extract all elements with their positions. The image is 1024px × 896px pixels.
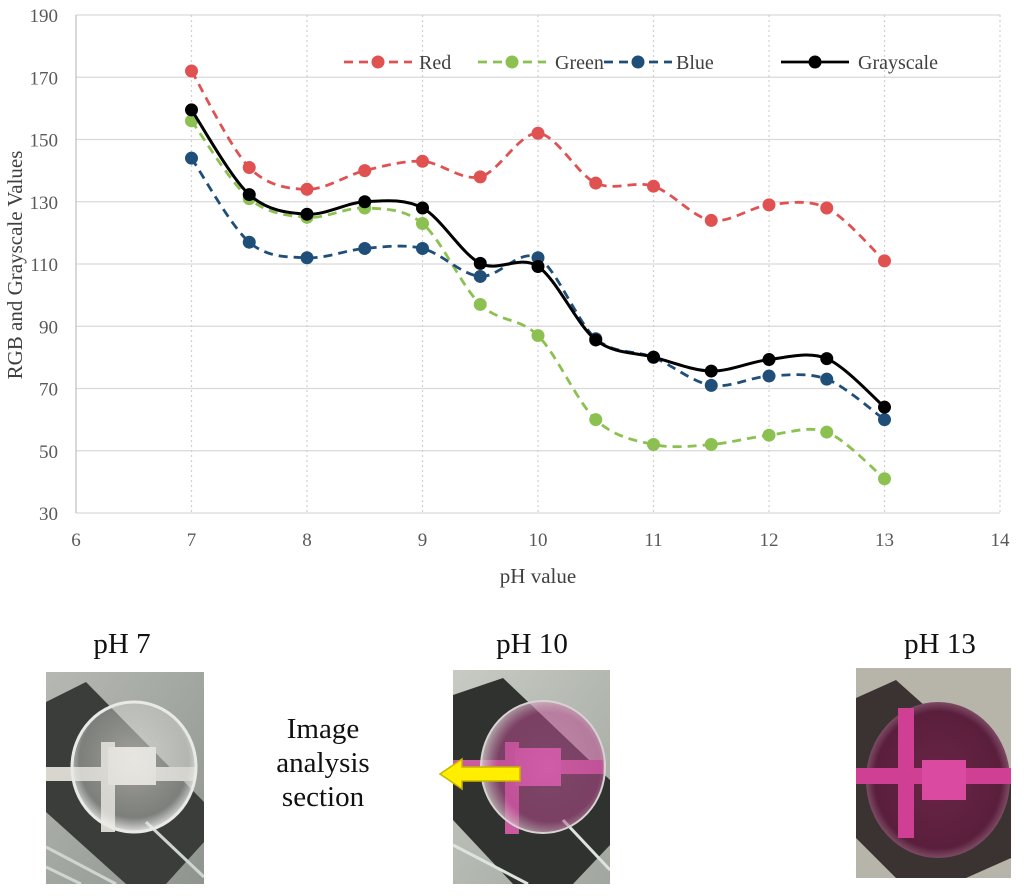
data-point-red [704, 213, 718, 227]
data-point-blue [242, 235, 256, 249]
sensor-photo-ph13 [856, 668, 1011, 878]
photo-title-ph13: pH 13 [904, 628, 976, 660]
data-point-grayscale [762, 353, 776, 367]
x-tick-label: 7 [187, 530, 197, 551]
data-point-grayscale [820, 352, 834, 366]
y-axis-title: RGB and Grayscale Values [3, 151, 27, 380]
data-point-grayscale [704, 364, 718, 378]
series-lines [185, 64, 891, 486]
data-point-blue [300, 251, 314, 265]
image-analysis-label: Image analysis section [248, 712, 398, 814]
sensor-photo-ph10 [453, 670, 610, 884]
data-point-red [473, 170, 487, 184]
sensor-photo-ph7 [46, 672, 204, 884]
series-red [185, 64, 891, 268]
annotation-line-1: Image [286, 713, 360, 745]
data-point-red [185, 64, 198, 78]
data-point-grayscale [473, 256, 487, 270]
data-point-grayscale [647, 350, 660, 364]
data-point-green [878, 472, 891, 486]
data-point-grayscale [589, 333, 603, 347]
x-tick-label: 8 [302, 530, 312, 551]
x-tick-label: 12 [760, 530, 779, 551]
y-tick-label: 130 [30, 193, 59, 214]
data-point-grayscale [878, 400, 891, 414]
legend-label: Blue [676, 52, 714, 74]
data-point-blue [416, 241, 429, 255]
data-point-green [762, 428, 776, 442]
data-point-grayscale [242, 188, 256, 202]
photo-title-ph10: pH 10 [496, 628, 568, 660]
legend-label: Grayscale [858, 52, 938, 74]
series-green [185, 114, 891, 486]
legend-label: Green [555, 52, 604, 74]
data-point-green [531, 329, 545, 343]
x-tick-label: 13 [875, 530, 894, 551]
legend: Red Green Blue Grayscale [344, 52, 938, 74]
data-point-red [820, 201, 834, 215]
series-grayscale [185, 103, 891, 414]
legend-item-blue: Blue [604, 52, 714, 74]
data-point-green [589, 413, 603, 427]
x-tick-label: 9 [418, 530, 428, 551]
data-point-green [647, 438, 660, 452]
arrow-left-icon [438, 757, 521, 791]
y-tick-label: 150 [30, 131, 59, 152]
data-point-red [762, 198, 776, 212]
legend-item-grayscale: Grayscale [781, 52, 938, 74]
data-point-red [416, 154, 429, 168]
data-point-grayscale [531, 259, 545, 273]
series-blue [185, 151, 891, 427]
legend-swatch-marker [631, 55, 645, 69]
y-tick-label: 190 [30, 6, 59, 27]
data-point-red [242, 161, 256, 175]
y-tick-label: 110 [30, 255, 58, 276]
annotation-line-2: analysis [276, 747, 370, 779]
data-point-blue [820, 372, 834, 386]
data-point-grayscale [358, 195, 372, 209]
data-point-red [300, 182, 314, 196]
data-point-blue [185, 151, 198, 165]
data-point-blue [473, 269, 487, 283]
chart: 6 7 8 9 10 11 12 13 14 30 50 70 90 110 130 150 170 190 R… [3, 6, 1010, 588]
legend-item-red: Red [344, 52, 451, 74]
data-point-blue [358, 241, 372, 255]
data-point-red [531, 126, 545, 140]
y-tick-label: 70 [39, 380, 58, 401]
annotation-line-3: section [281, 781, 365, 813]
data-point-blue [762, 369, 776, 383]
x-axis-ticks: 6 7 8 9 10 11 12 13 14 [71, 530, 1010, 551]
data-point-grayscale [416, 201, 429, 215]
photo-title-ph7: pH 7 [93, 628, 151, 660]
data-point-green [416, 217, 429, 231]
y-tick-label: 90 [39, 317, 58, 338]
y-tick-label: 30 [39, 504, 58, 525]
data-point-red [589, 176, 603, 190]
x-axis-title: pH value [500, 564, 576, 588]
legend-swatch-marker [371, 55, 385, 69]
x-tick-label: 14 [991, 530, 1011, 551]
data-point-blue [878, 413, 891, 427]
legend-swatch-marker [505, 55, 519, 69]
y-tick-label: 50 [39, 442, 58, 463]
legend-item-green: Green [478, 52, 604, 74]
data-point-green [820, 425, 834, 439]
data-point-red [647, 179, 660, 193]
y-axis-ticks: 30 50 70 90 110 130 150 170 190 [30, 6, 59, 525]
data-point-red [878, 254, 891, 268]
data-point-blue [704, 378, 718, 392]
legend-swatch-marker [808, 55, 822, 69]
x-tick-label: 6 [71, 530, 81, 551]
data-point-grayscale [300, 207, 314, 221]
x-tick-label: 10 [529, 530, 548, 551]
data-point-grayscale [185, 103, 198, 117]
data-point-red [358, 164, 372, 178]
data-point-green [704, 438, 718, 452]
legend-label: Red [419, 52, 451, 74]
y-tick-label: 170 [30, 68, 59, 89]
data-point-green [473, 297, 487, 311]
x-tick-label: 11 [644, 530, 662, 551]
